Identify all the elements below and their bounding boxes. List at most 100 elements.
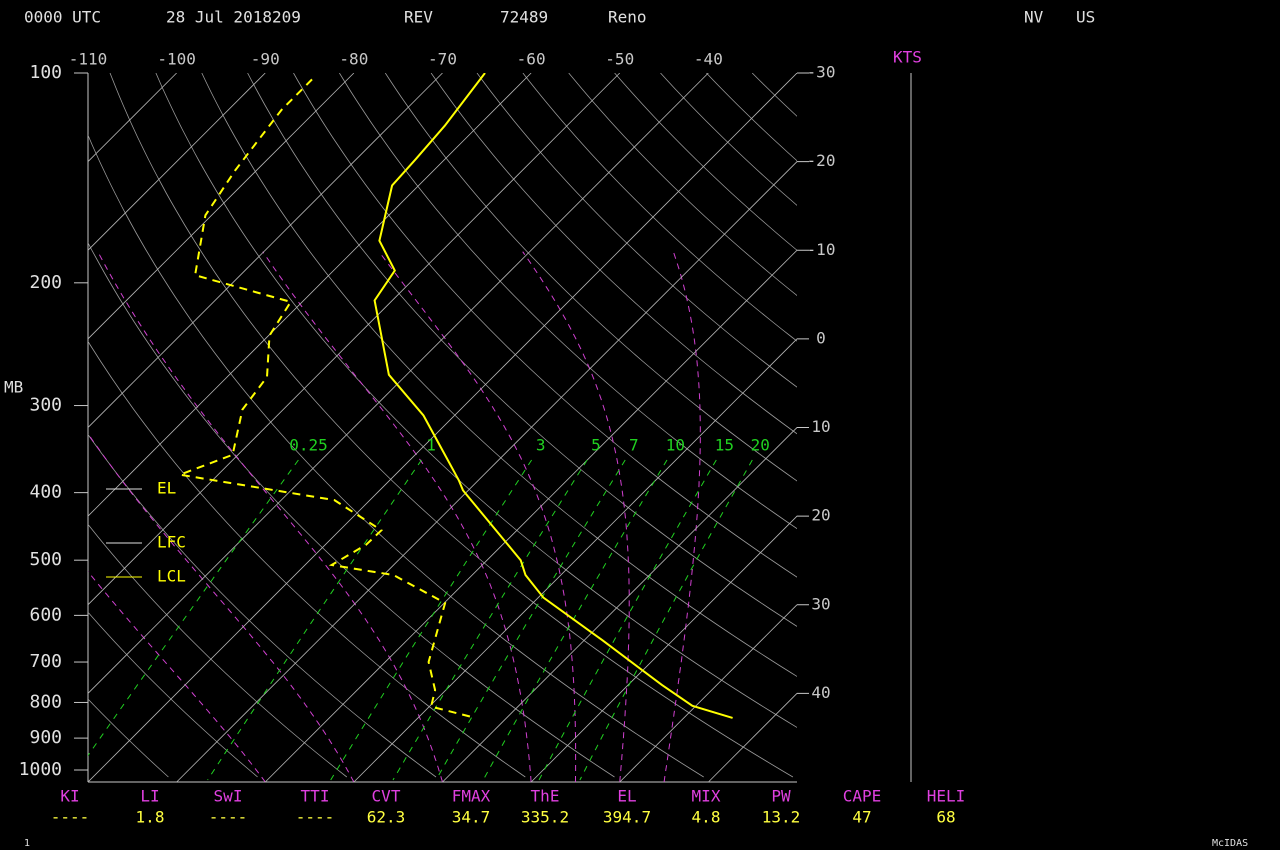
moist-adiabat [88, 432, 355, 782]
dry-adiabat [522, 73, 797, 342]
station: REV [404, 8, 433, 27]
index-value: 62.3 [367, 808, 406, 827]
dry-adiabat [339, 73, 797, 530]
index-value: 34.7 [452, 808, 491, 827]
legend-label: LCL [157, 567, 186, 586]
isotherm [264, 249, 797, 782]
x-tick-label-right: -30 [807, 63, 836, 82]
mixing-ratio-label: 7 [629, 436, 639, 455]
index-label: MIX [692, 787, 721, 806]
mixing-ratio-line [207, 459, 422, 781]
x-tick-label-right: 0 [816, 328, 826, 347]
state: NV [1024, 8, 1044, 27]
y-tick-label: 200 [29, 272, 62, 293]
mixing-ratio-label: 1 [426, 436, 436, 455]
x-tick-label-right: 30 [811, 594, 830, 613]
x-tick-label-right: -20 [807, 151, 836, 170]
y-tick-label: 800 [29, 691, 62, 712]
dry-adiabat [430, 73, 797, 435]
index-value: 335.2 [521, 808, 569, 827]
moist-adiabat [97, 251, 443, 782]
index-label: TTI [301, 787, 330, 806]
dry-adiabat [88, 523, 348, 778]
time: 0000 UTC [24, 8, 101, 27]
index-value: 394.7 [603, 808, 651, 827]
index-label: PW [771, 787, 791, 806]
index-label: CAPE [843, 787, 882, 806]
dry-adiabat [88, 134, 704, 778]
isotherm [530, 515, 797, 782]
x-tick-label: -90 [251, 50, 280, 69]
index-value: 68 [936, 808, 955, 827]
index-label: HELI [927, 787, 966, 806]
isotherm [88, 73, 89, 74]
index-value: 1.8 [136, 808, 165, 827]
isotherm [88, 73, 532, 517]
legend-label: EL [157, 479, 176, 498]
x-tick-label: -70 [428, 50, 457, 69]
dry-adiabat [476, 73, 797, 388]
dry-adiabat [88, 611, 258, 778]
moist-adiabat [262, 251, 532, 782]
isotherm [88, 73, 443, 429]
page-number: 1 [24, 838, 30, 849]
index-label: CVT [372, 787, 401, 806]
moist-adiabat [88, 570, 266, 782]
isotherm [176, 161, 797, 782]
dry-adiabat [568, 73, 797, 296]
moist-adiabat [663, 251, 701, 782]
dry-adiabat [88, 242, 615, 778]
profile-line [373, 73, 733, 719]
mixing-ratio-label: 3 [536, 436, 546, 455]
y-axis-label: MB [4, 378, 23, 397]
isotherm [88, 73, 709, 694]
dry-adiabat [384, 73, 797, 482]
index-value: 13.2 [762, 808, 801, 827]
index-value: 4.8 [692, 808, 721, 827]
y-tick-label: 700 [29, 651, 62, 672]
x-tick-label-right: 40 [811, 683, 830, 702]
y-tick-label: 300 [29, 395, 62, 416]
city: Reno [608, 8, 647, 27]
isotherm [442, 426, 797, 782]
isotherm [708, 692, 797, 782]
mixing-ratio-label: 10 [666, 436, 685, 455]
mixing-ratio-line [330, 459, 533, 781]
x-tick-label-right: 10 [811, 417, 830, 436]
x-tick-label-right: 20 [811, 506, 830, 525]
x-tick-label: -60 [517, 50, 546, 69]
moist-adiabat [378, 251, 577, 782]
dry-adiabat [155, 73, 797, 728]
mixing-ratio-label: 15 [715, 436, 734, 455]
dry-adiabat [798, 73, 1280, 777]
isotherm [88, 73, 355, 340]
dry-adiabat [247, 73, 797, 627]
y-tick-label: 1000 [19, 759, 62, 780]
dry-adiabat [706, 73, 797, 162]
brand: McIDAS [1212, 838, 1248, 849]
moist-adiabat [522, 251, 630, 782]
dry-adiabat [751, 73, 797, 117]
dry-adiabat [201, 73, 797, 677]
mixing-ratio-line [392, 459, 588, 781]
isotherm [353, 338, 797, 782]
index-value: 47 [852, 808, 871, 827]
mixing-ratio-line [579, 459, 753, 781]
index-value: ---- [209, 808, 248, 827]
legend-label: LFC [157, 533, 186, 552]
y-tick-label: 600 [29, 604, 62, 625]
dry-adiabat [88, 433, 437, 778]
mixing-ratio-label: 20 [751, 436, 770, 455]
isotherm [88, 73, 797, 782]
mixing-ratio-label: 0.25 [289, 436, 328, 455]
mixing-ratio-line [538, 459, 717, 781]
dry-adiabat [109, 73, 794, 778]
isotherm [88, 73, 621, 606]
y-tick-label: 100 [29, 62, 62, 83]
wind-label: KTS [893, 48, 922, 67]
date: 28 Jul 2018209 [166, 8, 301, 27]
x-tick-label: -50 [605, 50, 634, 69]
plot-area [88, 73, 1280, 782]
y-tick-label: 400 [29, 482, 62, 503]
